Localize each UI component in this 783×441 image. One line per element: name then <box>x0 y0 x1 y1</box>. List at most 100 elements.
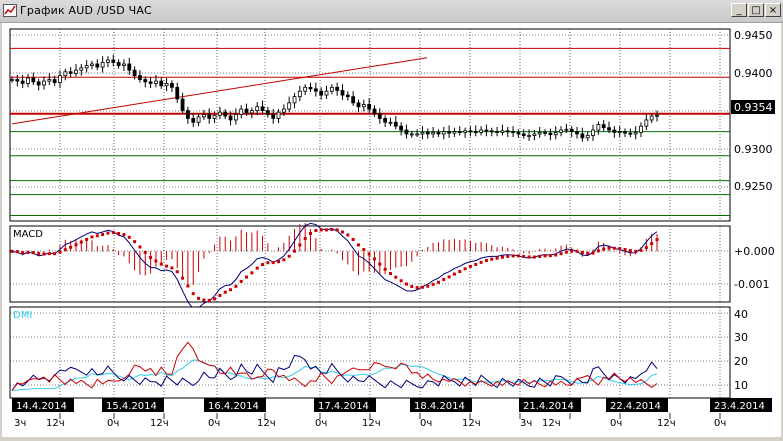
candle-body <box>553 131 558 136</box>
macd-signal-dot <box>436 280 440 284</box>
macd-signal-dot <box>372 257 376 261</box>
price-panel[interactable]: 0.9450 0.9400 0.9300 0.9250 0.9354 <box>9 28 775 222</box>
candle-body <box>585 135 590 139</box>
candle-body <box>468 130 473 133</box>
candle-body <box>281 108 286 113</box>
price-grid <box>10 29 730 221</box>
macd-signal-dot <box>351 237 355 241</box>
dmi-label: DMI <box>13 310 32 321</box>
macd-signal-dot <box>596 249 600 253</box>
date-label: 14.4.2014 <box>16 401 67 412</box>
dmi-panel[interactable]: DMI 40 30 20 10 <box>9 306 748 399</box>
candle-body <box>521 133 526 136</box>
macd-signal-dot <box>644 246 648 250</box>
macd-signal-dot <box>340 230 344 234</box>
macd-signal-dot <box>186 284 190 288</box>
candle-body <box>58 75 62 84</box>
macd-signal-dot <box>111 231 115 235</box>
macd-signal-dot <box>31 251 35 255</box>
trendline[interactable] <box>11 57 428 125</box>
candle-body <box>202 114 206 118</box>
macd-signal-dot <box>388 272 392 276</box>
macd-signal-dot <box>415 286 419 290</box>
candle-body <box>84 65 89 69</box>
macd-signal-dot <box>410 284 414 288</box>
hour-label: 12ч <box>150 418 169 429</box>
macd-signal-dot <box>261 263 265 267</box>
macd-signal-dot <box>484 259 488 263</box>
price-tick-label: 0.9250 <box>734 180 773 193</box>
macd-signal-dot <box>639 248 643 252</box>
candle-body <box>79 67 84 71</box>
dmi-tick-label: 20 <box>734 355 748 368</box>
macd-signal-dot <box>442 278 446 282</box>
macd-signal-dot <box>229 288 233 292</box>
macd-signal-dot <box>628 249 632 253</box>
candle-body <box>644 119 649 127</box>
minimize-button[interactable]: _ <box>731 3 747 17</box>
macd-signal-dot <box>479 260 483 264</box>
macd-signal-dot <box>101 233 105 237</box>
candle-body <box>186 110 190 119</box>
candle-body <box>63 71 68 77</box>
candle-body <box>116 62 121 66</box>
macd-signal-dot <box>181 276 185 280</box>
candle-body <box>564 128 569 131</box>
candle-body <box>425 131 430 135</box>
candle-body <box>340 90 345 96</box>
candle-body <box>575 131 579 135</box>
candle-body <box>532 133 537 136</box>
macd-signal-dot <box>170 266 174 270</box>
candle-body <box>90 63 94 66</box>
price-tick-label: 0.9450 <box>734 29 773 42</box>
maximize-button[interactable]: □ <box>748 3 764 17</box>
macd-signal-dot <box>53 252 57 256</box>
candle-body <box>36 81 41 86</box>
resistance-lines <box>10 47 730 115</box>
candle-body <box>399 125 404 131</box>
candle-body <box>180 98 185 112</box>
macd-signal-dot <box>239 279 243 283</box>
macd-signal-dot <box>15 250 19 254</box>
hour-label: 12ч <box>362 418 381 429</box>
candle-body <box>303 86 308 92</box>
date-label: 22.4.2014 <box>610 401 661 412</box>
macd-signal-dot <box>548 254 552 258</box>
macd-panel[interactable]: MACD +0.000 -0.001 <box>9 222 775 310</box>
candle-body <box>436 131 441 135</box>
candle-body <box>559 129 563 133</box>
hour-label: 12ч <box>542 418 561 429</box>
macd-signal-dot <box>223 290 227 294</box>
candle-body <box>372 108 377 115</box>
macd-signal-dot <box>245 275 249 279</box>
macd-signal-dot <box>90 235 94 239</box>
hour-label: 0ч <box>420 418 432 429</box>
hour-label: 3ч <box>520 418 532 429</box>
current-price-badge <box>731 100 775 114</box>
candle-body <box>127 63 132 71</box>
candle-body <box>527 135 531 137</box>
candle-body <box>388 121 393 124</box>
candle-body <box>607 127 611 131</box>
price-candles <box>10 54 659 142</box>
macd-signal-dot <box>367 252 371 256</box>
chart-icon <box>3 4 17 17</box>
macd-signal-dot <box>154 259 158 263</box>
macd-grid <box>10 226 730 302</box>
current-price-label: 0.9354 <box>734 101 773 114</box>
candle-body <box>287 102 292 110</box>
macd-signal-dot <box>303 237 307 241</box>
chart-area[interactable]: 0.9450 0.9400 0.9300 0.9250 0.9354 MACD … <box>2 23 781 437</box>
macd-signal-dot <box>516 254 520 258</box>
macd-signal-dot <box>420 285 424 289</box>
candle-body <box>383 117 388 123</box>
candle-body <box>543 131 547 134</box>
candle-body <box>260 106 265 112</box>
candle-body <box>457 131 462 134</box>
candle-body <box>415 133 420 136</box>
close-button[interactable]: × <box>765 3 781 17</box>
candle-body <box>441 131 446 135</box>
candle-body <box>228 115 233 121</box>
macd-signal-dot <box>490 257 494 261</box>
candle-body <box>324 90 329 96</box>
